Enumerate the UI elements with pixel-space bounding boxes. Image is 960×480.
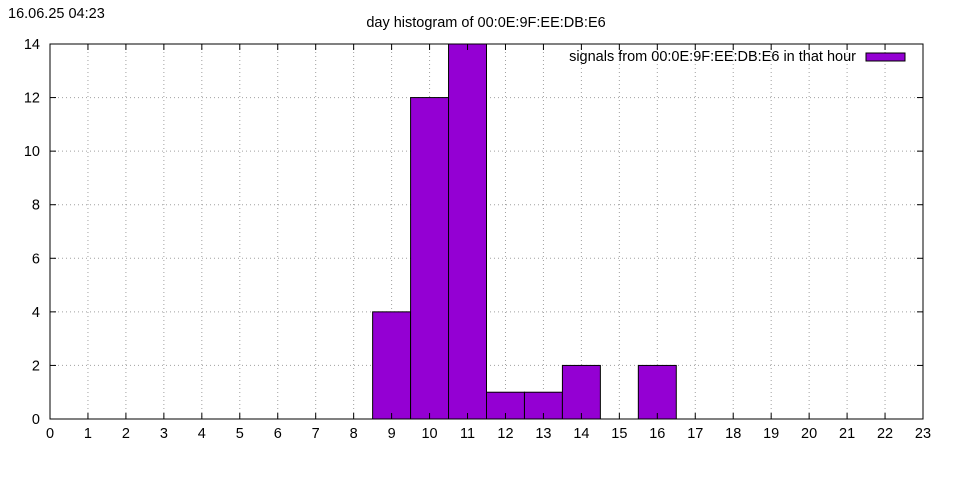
x-tick-label: 9 [388,426,396,442]
x-tick-label: 20 [801,426,817,442]
x-tick-label: 19 [763,426,779,442]
plot-border [49,43,924,420]
x-tick-label: 5 [236,426,244,442]
x-tick-label: 7 [312,426,320,442]
x-tick-label: 1 [84,426,92,442]
legend-label: signals from 00:0E:9F:EE:DB:E6 in that h… [569,49,856,65]
legend: signals from 00:0E:9F:EE:DB:E6 in that h… [569,49,906,65]
x-tick-label: 15 [611,426,627,442]
x-tick-label: 6 [274,426,282,442]
timestamp: 16.06.25 04:23 [8,6,105,22]
x-tick-label: 23 [915,426,931,442]
histogram-bar [372,311,412,420]
histogram-bar [637,364,677,420]
ticks [49,43,924,420]
legend-swatch [865,52,906,62]
histogram-bar [410,97,450,420]
x-axis-labels: 0 1 2 3 4 5 6 7 8 9 10 11 12 13 14 15 16 17 18 19 20 21 22 23 [46,426,931,442]
y-tick-label: 6 [32,251,40,267]
y-tick-label: 12 [24,91,40,107]
x-tick-label: 21 [839,426,855,442]
y-axis-labels: 0 2 4 6 8 10 12 14 [24,37,40,428]
y-tick-label: 0 [32,412,40,428]
bars [372,43,677,420]
x-tick-label: 13 [535,426,551,442]
y-tick-label: 8 [32,198,40,214]
x-tick-label: 2 [122,426,130,442]
y-tick-label: 4 [32,305,40,321]
x-tick-label: 0 [46,426,54,442]
y-tick-label: 14 [24,37,40,53]
x-tick-label: 8 [350,426,358,442]
histogram-bar [448,43,488,420]
x-tick-label: 22 [877,426,893,442]
x-tick-label: 17 [687,426,703,442]
x-tick-label: 10 [421,426,437,442]
x-tick-label: 16 [649,426,665,442]
x-tick-label: 12 [497,426,513,442]
x-tick-label: 3 [160,426,168,442]
chart-title: day histogram of 00:0E:9F:EE:DB:E6 [366,15,605,31]
x-tick-label: 11 [460,426,475,442]
histogram-bar [561,364,601,420]
y-tick-label: 2 [32,358,40,374]
x-tick-label: 14 [573,426,589,442]
x-tick-label: 18 [725,426,741,442]
x-tick-label: 4 [198,426,206,442]
y-tick-label: 10 [24,144,40,160]
